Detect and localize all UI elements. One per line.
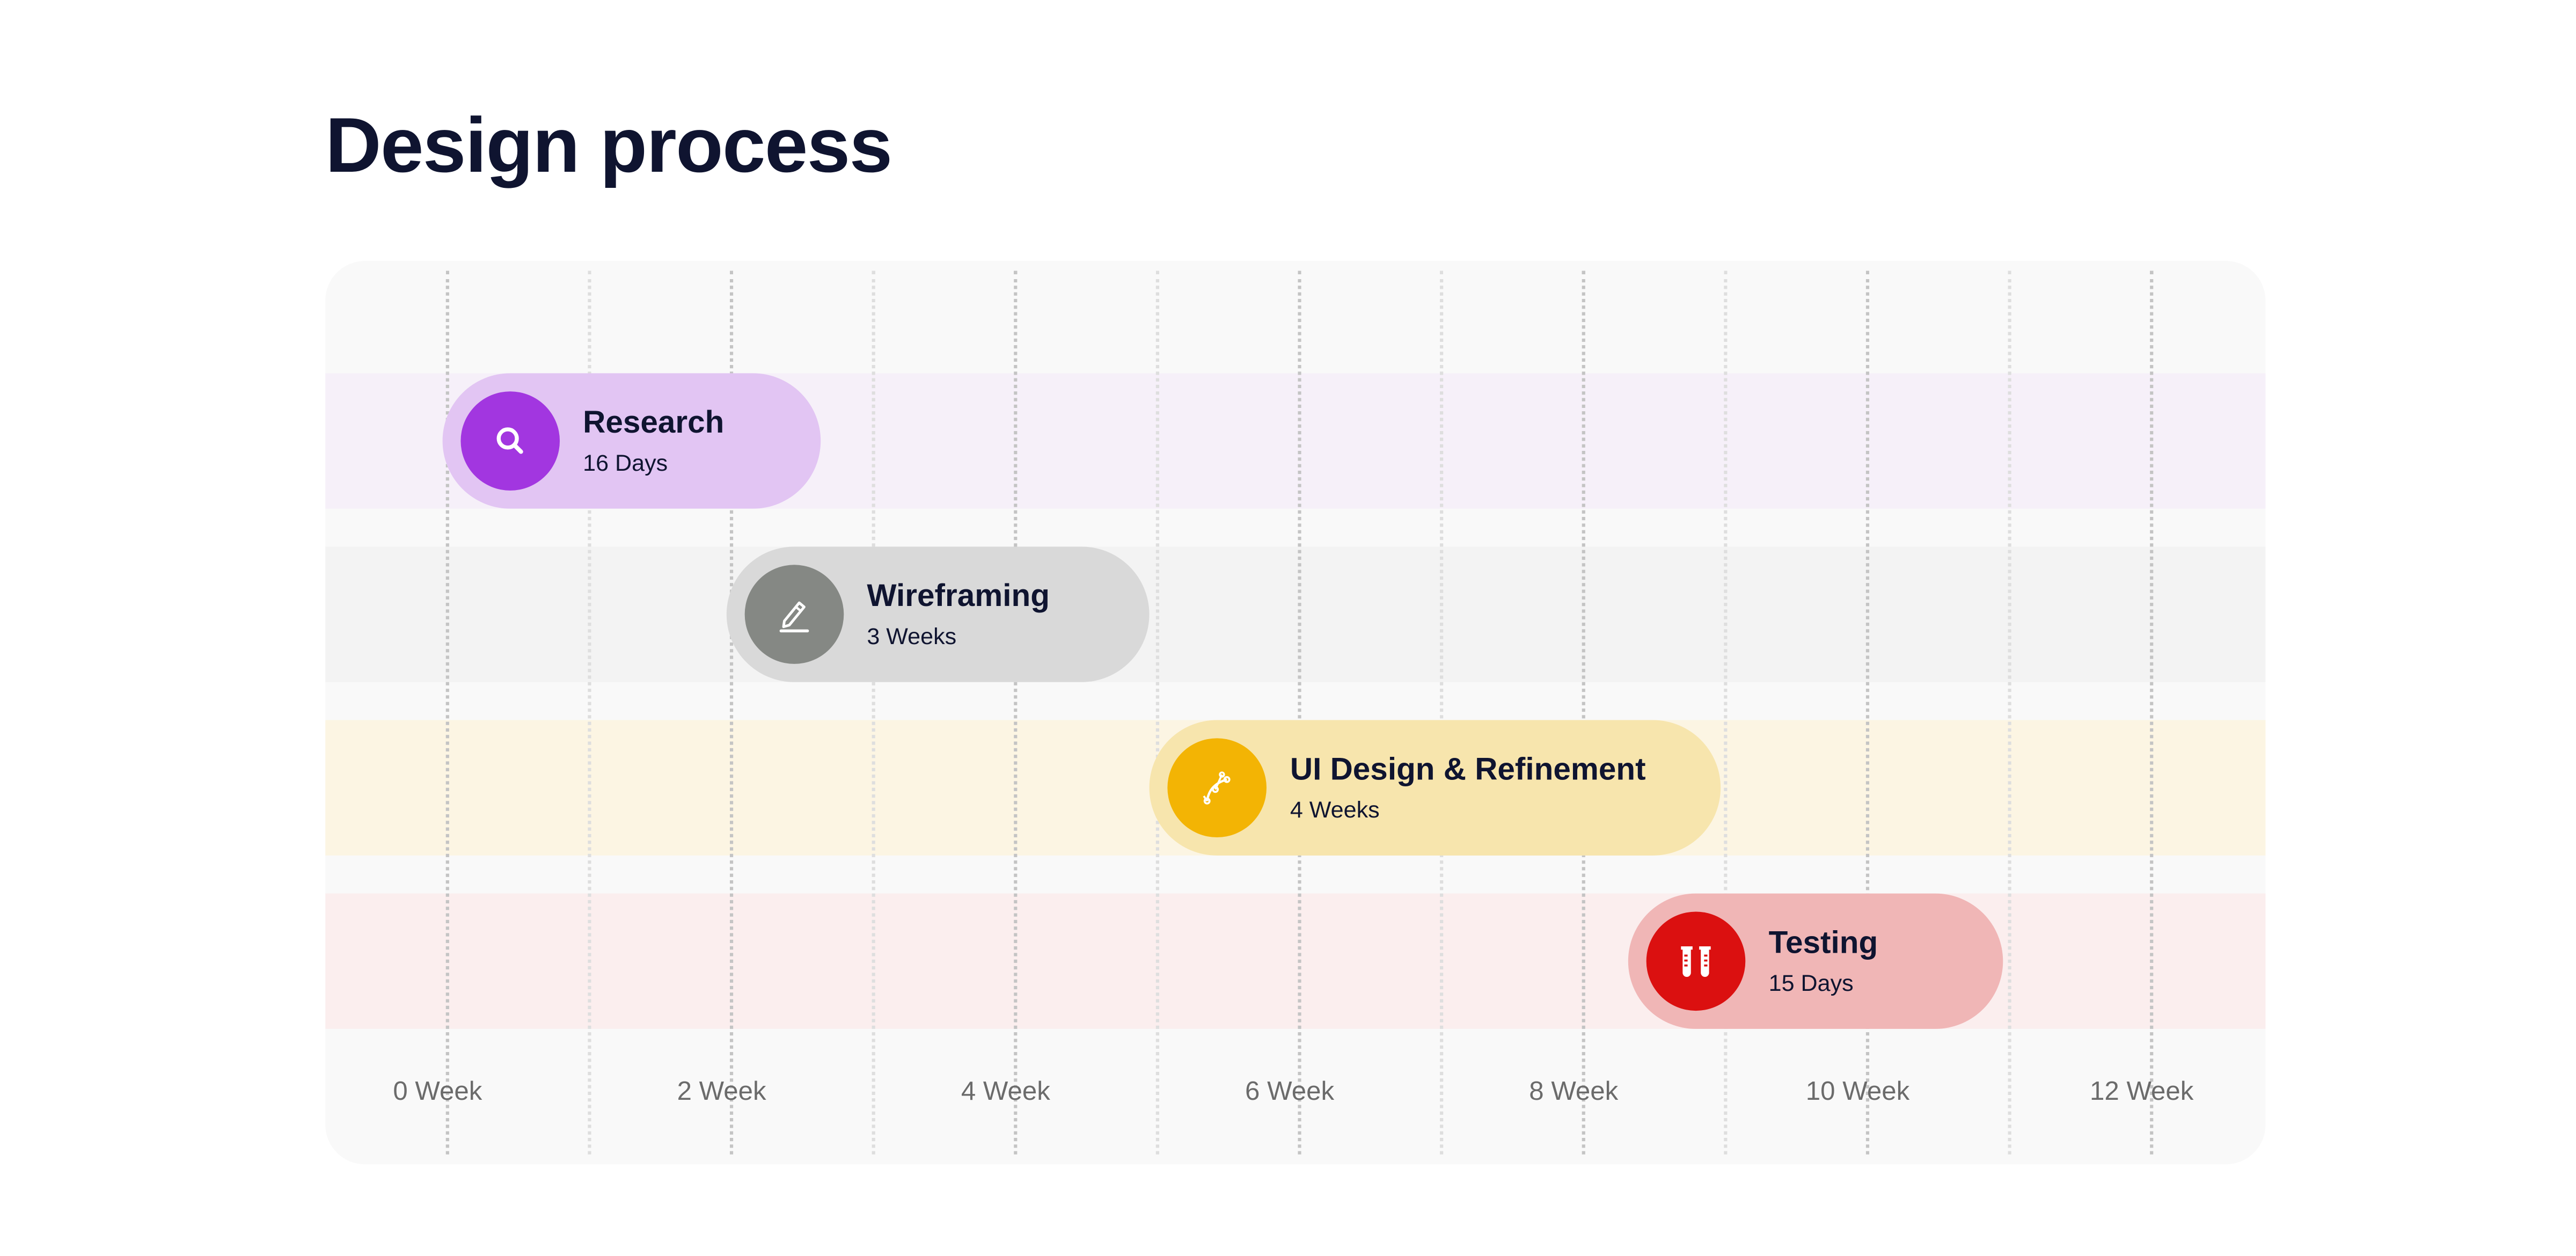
x-tick-label: 6 Week (1245, 1078, 1335, 1107)
x-tick-label: 2 Week (677, 1078, 766, 1107)
task-name: UI Design & Refinement (1290, 753, 1646, 788)
x-tick-label: 0 Week (393, 1078, 482, 1107)
x-tick-label: 4 Week (961, 1078, 1050, 1107)
task-duration: 4 Weeks (1290, 796, 1380, 823)
row-band (325, 546, 2266, 682)
bezier-pen-icon (1168, 738, 1267, 837)
task-name: Wireframing (867, 579, 1050, 615)
test-tubes-icon (1646, 911, 1746, 1011)
pencil-icon (744, 565, 844, 664)
minor-gridline (872, 271, 875, 1155)
minor-gridline (1724, 271, 1728, 1155)
minor-gridline (588, 271, 591, 1155)
task-bar-research[interactable]: Research 16 Days (442, 373, 821, 509)
search-icon (460, 391, 560, 491)
major-gridline (1014, 271, 1018, 1155)
task-duration: 3 Weeks (867, 622, 957, 649)
task-duration: 16 Days (583, 449, 668, 476)
major-gridline (445, 271, 449, 1155)
major-gridline (1865, 271, 1870, 1155)
major-gridline (1298, 271, 1301, 1155)
page-title: Design process (325, 100, 892, 188)
task-name: Research (583, 406, 724, 441)
minor-gridline (1440, 271, 1444, 1155)
major-gridline (729, 271, 734, 1155)
major-gridline (2150, 271, 2154, 1155)
minor-gridline (1155, 271, 1159, 1155)
task-duration: 15 Days (1768, 969, 1854, 996)
major-gridline (1582, 271, 1585, 1155)
x-tick-label: 12 Week (2090, 1078, 2194, 1107)
task-bar-ui-design-refinement[interactable]: UI Design & Refinement 4 Weeks (1150, 720, 1721, 856)
minor-gridline (2008, 271, 2011, 1155)
task-name: Testing (1768, 926, 1878, 961)
x-tick-label: 8 Week (1529, 1078, 1619, 1107)
task-bar-wireframing[interactable]: Wireframing 3 Weeks (726, 546, 1150, 682)
task-bar-testing[interactable]: Testing 15 Days (1628, 893, 2003, 1029)
x-tick-label: 10 Week (1805, 1078, 1910, 1107)
gantt-chart: Research 16 Days Wireframing 3 Weeks UI Desi… (325, 261, 2266, 1165)
